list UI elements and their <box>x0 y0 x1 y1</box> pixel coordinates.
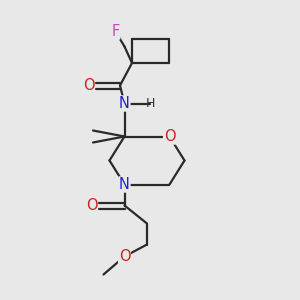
Text: O: O <box>83 78 94 93</box>
Text: F: F <box>111 24 120 39</box>
Text: N: N <box>119 96 130 111</box>
Text: H: H <box>145 97 155 110</box>
FancyBboxPatch shape <box>9 3 291 297</box>
Text: O: O <box>164 129 175 144</box>
Text: O: O <box>119 249 130 264</box>
Text: N: N <box>119 177 130 192</box>
Text: O: O <box>86 198 97 213</box>
